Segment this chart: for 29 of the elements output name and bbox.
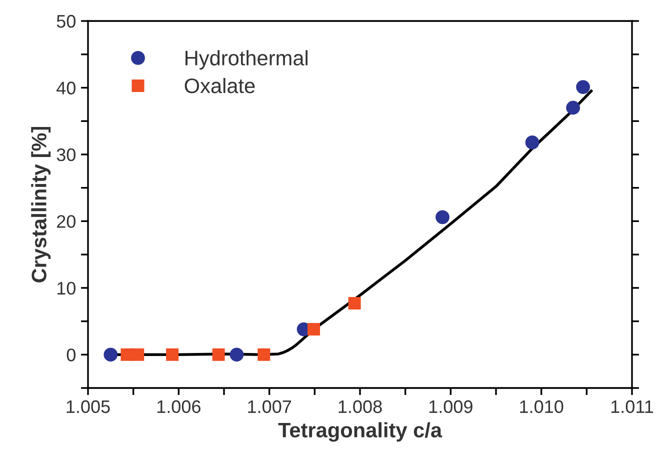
point <box>166 348 179 361</box>
x-tick-label: 1.011 <box>611 400 654 414</box>
y-tick-label: 20 <box>57 215 76 228</box>
point <box>348 297 361 310</box>
x-tick-label: 1.009 <box>429 400 472 414</box>
y-tick-label: 50 <box>56 14 76 28</box>
y-axis-title: Crystallinity [%] <box>31 126 51 282</box>
legend-label: Oxalate <box>184 78 255 94</box>
x-tick-label: 1.006 <box>157 400 200 414</box>
x-tick-label: 1.008 <box>338 400 382 414</box>
point <box>212 348 225 361</box>
point <box>230 348 244 362</box>
y-tick-label: 40 <box>56 82 76 94</box>
x-tick-label: 1.005 <box>66 400 110 414</box>
point <box>566 100 580 115</box>
y-tick-label: 30 <box>56 148 76 162</box>
x-tick-label: 1.010 <box>520 400 564 414</box>
y-tick-label: 10 <box>57 282 76 295</box>
point <box>576 80 590 94</box>
point <box>132 348 144 361</box>
x-tick-label: 1.007 <box>248 400 292 414</box>
point <box>525 136 540 150</box>
point <box>308 323 320 336</box>
point <box>436 210 450 224</box>
x-axis-title: Tetragonality c/a <box>278 422 442 442</box>
y-tick-label: 0 <box>66 348 76 362</box>
point <box>258 348 270 361</box>
point <box>104 348 118 362</box>
legend-label: Hydrothermal <box>186 50 308 70</box>
